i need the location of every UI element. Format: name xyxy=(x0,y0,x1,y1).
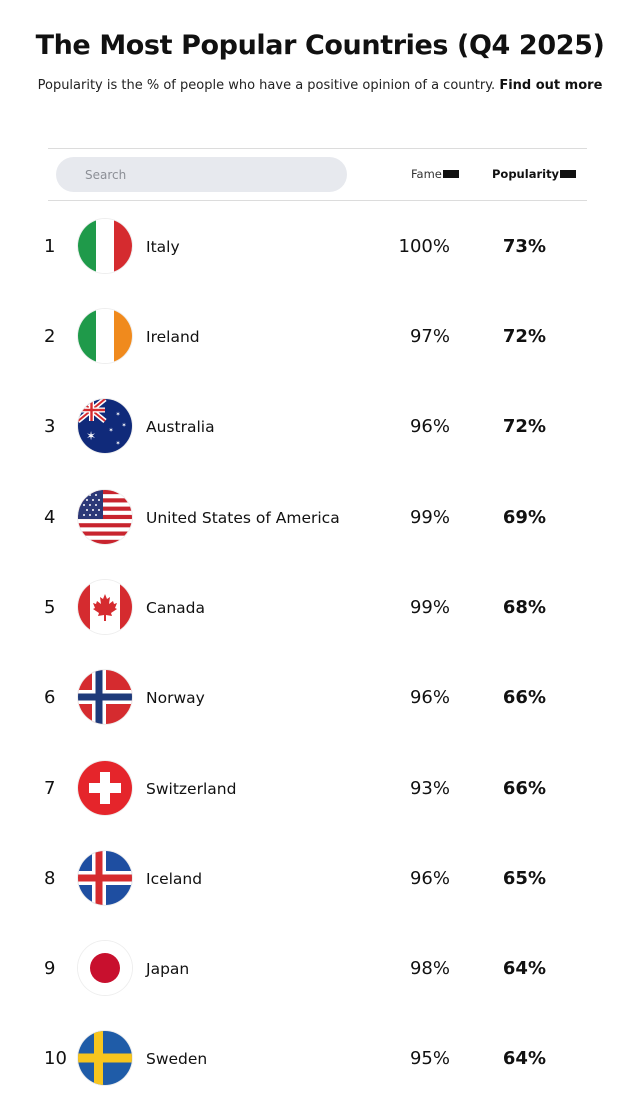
italy-flag-icon xyxy=(78,219,132,273)
rank: 5 xyxy=(44,597,56,618)
japan-flag-icon xyxy=(78,941,132,995)
table-row[interactable]: 5 Canada 99% 68% xyxy=(0,562,640,652)
ireland-flag-icon xyxy=(78,309,132,363)
rank: 4 xyxy=(44,507,56,528)
table-row[interactable]: 4 United States of America 99% 69% xyxy=(0,472,640,562)
popularity-header-label: Popularity xyxy=(492,167,560,181)
table-row[interactable]: 6 Norway 96% 66% xyxy=(0,652,640,742)
table-row[interactable]: 3 ✶ ✶ ✶ ✶ ✶ Australia 96% 72% xyxy=(0,381,640,471)
popularity-value: 72% xyxy=(502,416,546,437)
rank: 7 xyxy=(44,778,56,799)
fame-value: 100% xyxy=(398,236,450,257)
fame-value: 97% xyxy=(409,326,450,347)
canada-flag-icon xyxy=(78,580,132,634)
popularity-value: 68% xyxy=(502,597,546,618)
iceland-flag-icon xyxy=(78,851,132,905)
sort-indicator-icon xyxy=(560,170,577,178)
subtitle-text: Popularity is the % of people who have a… xyxy=(37,78,496,93)
table-row[interactable]: 9 Japan 98% 64% xyxy=(0,923,640,1013)
popularity-value: 66% xyxy=(502,687,546,708)
fame-value: 95% xyxy=(409,1048,450,1069)
svg-text:✶: ✶ xyxy=(115,440,120,447)
svg-text:✶: ✶ xyxy=(121,422,126,429)
country-name[interactable]: Canada xyxy=(146,599,205,617)
rank: 9 xyxy=(44,958,56,979)
country-name[interactable]: Iceland xyxy=(146,870,203,888)
rank: 1 xyxy=(44,236,56,257)
fame-value: 98% xyxy=(409,958,450,979)
svg-text:✶: ✶ xyxy=(86,429,96,443)
australia-flag-icon: ✶ ✶ ✶ ✶ ✶ xyxy=(78,399,132,453)
find-out-more-link[interactable]: Find out more xyxy=(499,78,603,93)
top-divider xyxy=(48,148,587,149)
popularity-value: 72% xyxy=(502,326,546,347)
country-name[interactable]: Ireland xyxy=(146,328,200,346)
fame-value: 99% xyxy=(409,507,450,528)
fame-value: 96% xyxy=(409,687,450,708)
fame-value: 96% xyxy=(409,416,450,437)
fame-column-header[interactable]: Fame xyxy=(411,167,459,181)
search-input[interactable] xyxy=(56,157,347,192)
fame-value: 96% xyxy=(409,868,450,889)
country-name[interactable]: Australia xyxy=(146,418,215,436)
fame-value: 93% xyxy=(409,778,450,799)
table-row[interactable]: 1 Italy 100% 73% xyxy=(0,201,640,291)
country-name[interactable]: United States of America xyxy=(146,509,340,527)
table-row[interactable]: 10 Sweden 95% 64% xyxy=(0,1013,640,1103)
sweden-flag-icon xyxy=(78,1031,132,1085)
country-name[interactable]: Japan xyxy=(146,960,190,978)
rank: 10 xyxy=(44,1048,67,1069)
popularity-value: 64% xyxy=(502,1048,546,1069)
sort-indicator-icon xyxy=(442,170,459,178)
table-row[interactable]: 8 Iceland 96% 65% xyxy=(0,833,640,923)
fame-value: 99% xyxy=(409,597,450,618)
header-divider xyxy=(48,200,587,201)
table-row[interactable]: 7 Switzerland 93% 66% xyxy=(0,743,640,833)
switzerland-flag-icon xyxy=(78,761,132,815)
popularity-column-header[interactable]: Popularity xyxy=(492,167,577,181)
page-subtitle: Popularity is the % of people who have a… xyxy=(0,78,640,93)
page-title: The Most Popular Countries (Q4 2025) xyxy=(35,30,605,61)
table-row[interactable]: 2 Ireland 97% 72% xyxy=(0,291,640,381)
country-name[interactable]: Norway xyxy=(146,689,205,707)
rank: 2 xyxy=(44,326,56,347)
country-name[interactable]: Sweden xyxy=(146,1050,208,1068)
country-name[interactable]: Italy xyxy=(146,238,180,256)
popularity-value: 66% xyxy=(502,778,546,799)
svg-text:✶: ✶ xyxy=(108,427,113,434)
fame-header-label: Fame xyxy=(411,167,442,181)
svg-text:✶: ✶ xyxy=(115,411,120,418)
popularity-value: 64% xyxy=(502,958,546,979)
usa-flag-icon xyxy=(78,490,132,544)
rank: 3 xyxy=(44,416,56,437)
norway-flag-icon xyxy=(78,670,132,724)
popularity-value: 73% xyxy=(502,236,546,257)
popularity-value: 69% xyxy=(502,507,546,528)
country-name[interactable]: Switzerland xyxy=(146,780,237,798)
rank: 8 xyxy=(44,868,56,889)
rank: 6 xyxy=(44,687,56,708)
popularity-value: 65% xyxy=(502,868,546,889)
